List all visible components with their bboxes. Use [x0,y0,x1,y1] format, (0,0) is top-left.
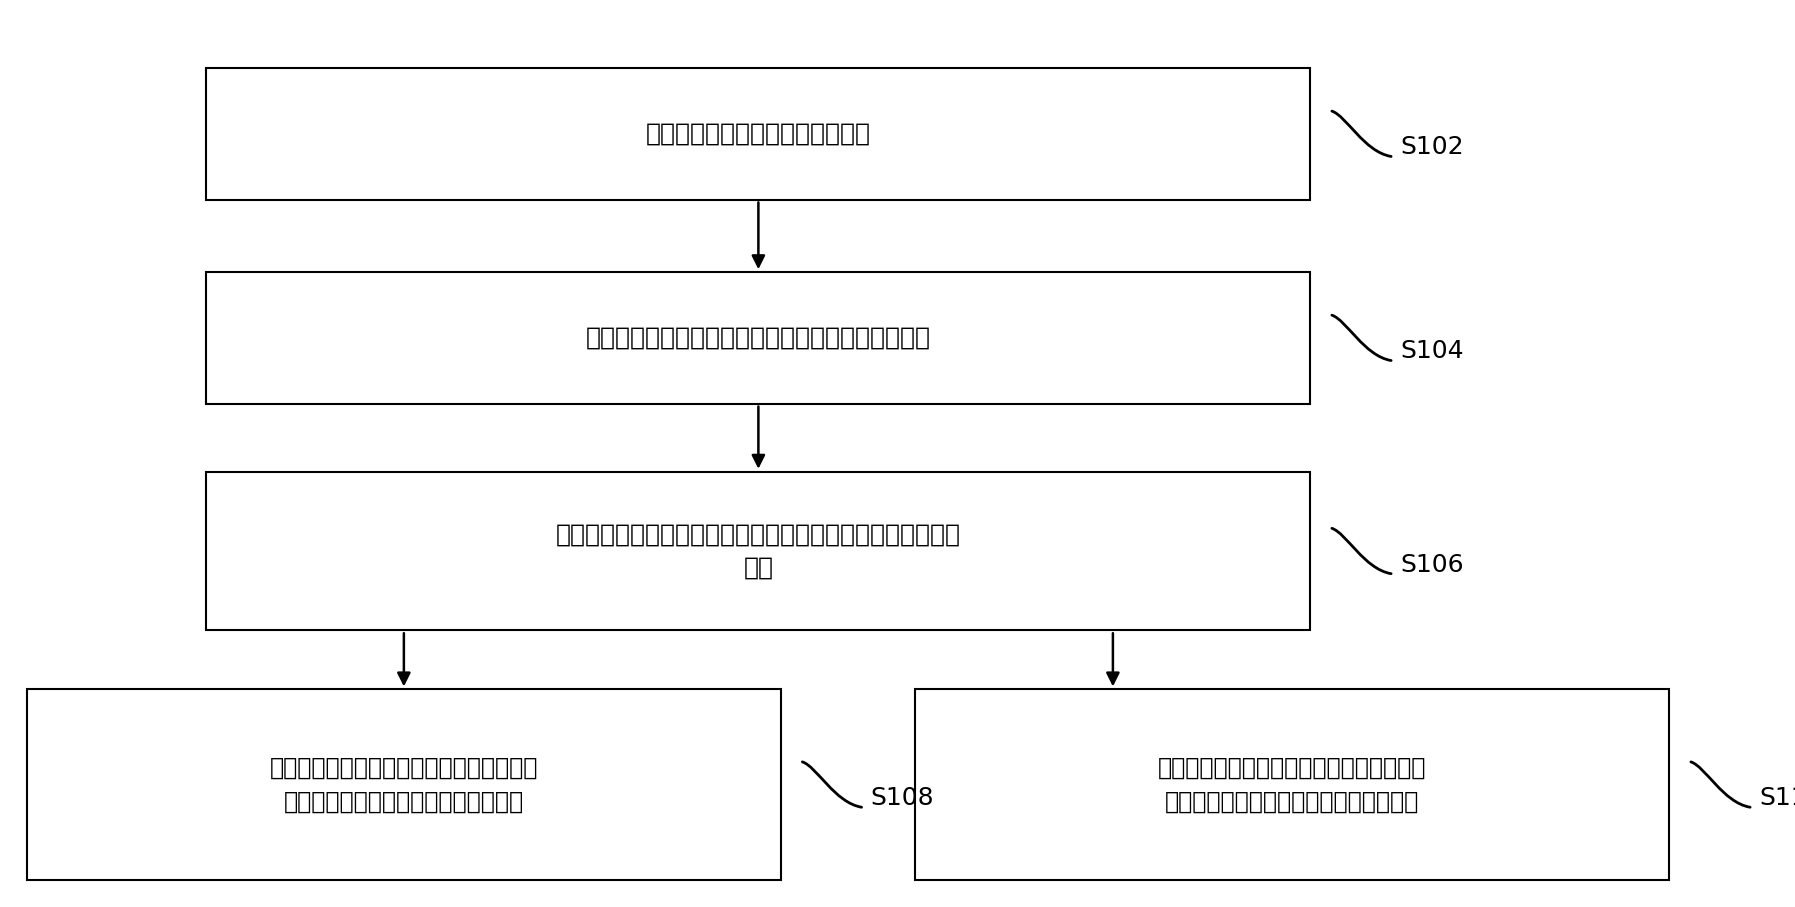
Bar [27,689,781,880]
Bar [206,472,1310,630]
Text: S106: S106 [1400,552,1463,577]
Text: 当冷却液液位信息超出预设液位阈值时，在
显示界面的报警区域内显示液位报警信息: 当冷却液液位信息超出预设液位阈值时，在 显示界面的报警区域内显示液位报警信息 [1158,756,1427,814]
Text: 通过第一传感器采集冰箱内部温度: 通过第一传感器采集冰箱内部温度 [646,122,871,146]
Bar [206,68,1310,200]
Text: 当冰箱内部温度超出预设温度阈值时，在显
示界面的报警区域内显示温度报警信息: 当冰箱内部温度超出预设温度阈值时，在显 示界面的报警区域内显示温度报警信息 [269,756,538,814]
Text: S108: S108 [871,786,933,810]
Text: 在显示界面的信息显示区域上显示冰箱内部温度和冷却液液位
信息: 在显示界面的信息显示区域上显示冰箱内部温度和冷却液液位 信息 [556,522,960,580]
Bar [915,689,1669,880]
Text: S104: S104 [1400,339,1463,364]
Text: 通过第二传感器采集冰箱水冷装置的冷却液液位信息: 通过第二传感器采集冰箱水冷装置的冷却液液位信息 [585,326,932,350]
Text: S110: S110 [1759,786,1795,810]
Bar [206,272,1310,404]
Text: S102: S102 [1400,135,1463,160]
